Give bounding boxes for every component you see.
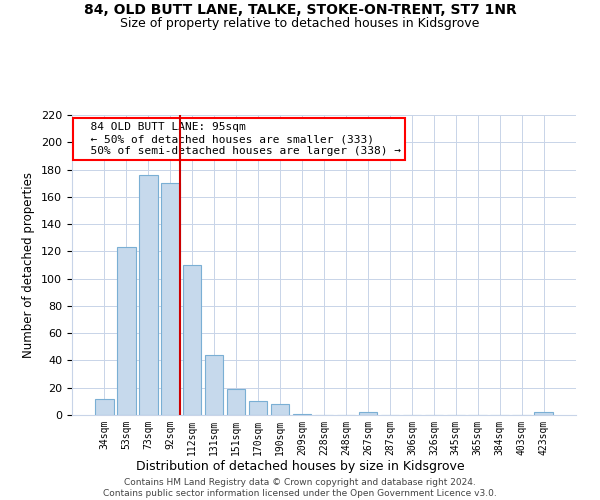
Text: Size of property relative to detached houses in Kidsgrove: Size of property relative to detached ho… — [121, 18, 479, 30]
Bar — [95, 398, 113, 415]
Bar — [227, 389, 245, 415]
Text: 84, OLD BUTT LANE, TALKE, STOKE-ON-TRENT, ST7 1NR: 84, OLD BUTT LANE, TALKE, STOKE-ON-TRENT… — [83, 2, 517, 16]
Bar — [359, 412, 377, 415]
Bar — [535, 412, 553, 415]
Text: 84 OLD BUTT LANE: 95sqm
  ← 50% of detached houses are smaller (333)
  50% of se: 84 OLD BUTT LANE: 95sqm ← 50% of detache… — [77, 122, 401, 156]
Bar — [161, 183, 179, 415]
Bar — [293, 414, 311, 415]
Bar — [271, 404, 289, 415]
Text: Contains HM Land Registry data © Crown copyright and database right 2024.
Contai: Contains HM Land Registry data © Crown c… — [103, 478, 497, 498]
Text: Distribution of detached houses by size in Kidsgrove: Distribution of detached houses by size … — [136, 460, 464, 473]
Bar — [249, 402, 268, 415]
Bar — [205, 355, 223, 415]
Bar — [117, 248, 136, 415]
Y-axis label: Number of detached properties: Number of detached properties — [22, 172, 35, 358]
Bar — [139, 175, 158, 415]
Bar — [183, 265, 202, 415]
